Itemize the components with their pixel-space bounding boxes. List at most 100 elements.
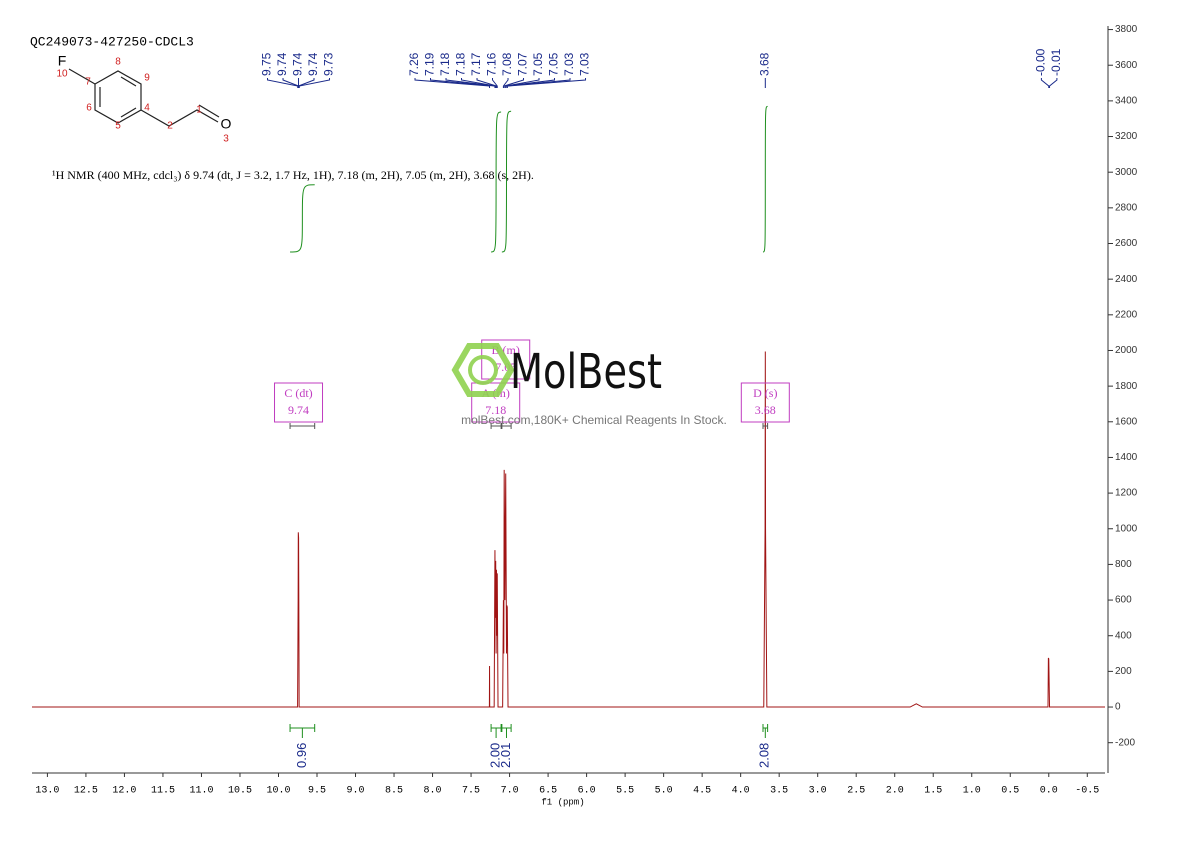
y-tick-label: 3000 bbox=[1115, 167, 1138, 178]
integral-bar bbox=[490, 724, 502, 738]
atom-number: 10 bbox=[56, 69, 68, 80]
atom-number: 4 bbox=[144, 103, 150, 114]
x-tick-label: 1.5 bbox=[924, 786, 942, 797]
peak-connector bbox=[267, 78, 299, 88]
y-tick-label: 1800 bbox=[1115, 381, 1138, 392]
brand: MolBest bbox=[510, 344, 662, 400]
x-tick-label: 10.5 bbox=[228, 786, 252, 797]
peak-connector bbox=[430, 78, 496, 88]
peak-label: 3.68 bbox=[757, 52, 771, 76]
x-tick-label: 4.5 bbox=[693, 786, 711, 797]
integral-bar bbox=[289, 724, 316, 738]
atom-number: 5 bbox=[115, 121, 121, 132]
y-tick-label: 200 bbox=[1115, 666, 1132, 677]
peak-label: 9.73 bbox=[322, 52, 336, 76]
multiplet-shift: 9.74 bbox=[288, 403, 309, 417]
x-tick-label: 11.0 bbox=[189, 786, 213, 797]
x-tick-label: 5.0 bbox=[655, 786, 673, 797]
peak-label: 7.03 bbox=[578, 52, 592, 76]
x-tick-label: 9.0 bbox=[347, 786, 365, 797]
peak-connector bbox=[414, 78, 491, 88]
peak-connector bbox=[502, 78, 509, 88]
x-tick-label: 7.0 bbox=[501, 786, 519, 797]
multiplet-shift: 3.68 bbox=[755, 403, 776, 417]
peak-connector bbox=[1049, 78, 1058, 88]
atom-label: F bbox=[58, 53, 67, 69]
y-tick-label: 2600 bbox=[1115, 238, 1138, 249]
peak-label: 7.05 bbox=[547, 52, 561, 76]
multiplet-box bbox=[740, 382, 790, 423]
chain-bonds bbox=[68, 68, 219, 127]
multiplet-shift: 7.18 bbox=[485, 403, 506, 417]
atom-number: 3 bbox=[223, 134, 229, 145]
integral-label: 2.01 bbox=[498, 743, 513, 768]
multiplet-range bbox=[490, 423, 502, 429]
y-tick-label: 3600 bbox=[1115, 60, 1138, 71]
multiplet-range bbox=[762, 423, 769, 429]
y-tick-label: 3800 bbox=[1115, 24, 1138, 35]
x-tick-label: 8.5 bbox=[385, 786, 403, 797]
peak-label: 7.18 bbox=[454, 52, 468, 76]
integral-bar bbox=[501, 724, 512, 738]
y-tick-label: 3200 bbox=[1115, 131, 1138, 142]
y-tick-label: 2400 bbox=[1115, 274, 1138, 285]
y-tick-label: 2800 bbox=[1115, 202, 1138, 213]
multiplet-box bbox=[274, 382, 324, 423]
y-tick-label: 2200 bbox=[1115, 309, 1138, 320]
atom-number: 2 bbox=[167, 121, 173, 132]
integral-label: 2.00 bbox=[488, 743, 503, 768]
peak-label: 7.03 bbox=[562, 52, 576, 76]
multiplet-box bbox=[471, 382, 521, 423]
atom-number: 8 bbox=[115, 57, 121, 68]
peak-label: 7.07 bbox=[516, 52, 530, 76]
peak-label: 7.16 bbox=[485, 52, 499, 76]
peak-connector bbox=[298, 78, 331, 88]
integral-curve bbox=[501, 110, 512, 253]
y-tick-label: 600 bbox=[1115, 595, 1132, 606]
peak-label: 9.75 bbox=[260, 52, 274, 76]
atom-label: O bbox=[221, 116, 232, 132]
description: ¹H NMR (400 MHz, cdcl₃) δ 9.74 (dt, J = … bbox=[52, 168, 534, 182]
peak-label: 7.05 bbox=[531, 52, 545, 76]
x-tick-label: 6.5 bbox=[539, 786, 557, 797]
y-tick-label: -200 bbox=[1115, 737, 1135, 748]
multiplet-label: D (s) bbox=[753, 386, 777, 400]
y-tick-label: 1200 bbox=[1115, 488, 1138, 499]
peak-connector bbox=[506, 78, 587, 88]
spectrum bbox=[32, 351, 1105, 708]
watermark: MolBest molBest.com,180K+ Chemical Reage… bbox=[451, 343, 727, 427]
ring bbox=[94, 70, 142, 124]
atom-number: 6 bbox=[86, 103, 92, 114]
y-tick-label: 800 bbox=[1115, 559, 1132, 570]
x-tick-label: 9.5 bbox=[308, 786, 326, 797]
logo-hexagon bbox=[451, 343, 515, 397]
carbonyl-double-bond bbox=[198, 104, 220, 118]
peak-connector bbox=[476, 78, 497, 88]
peak-label: 9.74 bbox=[275, 52, 289, 76]
integral-label: 2.08 bbox=[757, 743, 772, 768]
logo-circle bbox=[468, 355, 498, 385]
peak-label: -0.00 bbox=[1034, 48, 1048, 76]
y-tick-label: 1400 bbox=[1115, 452, 1138, 463]
x-tick-label: 6.0 bbox=[578, 786, 596, 797]
peak-connector bbox=[505, 78, 556, 88]
peak-connector bbox=[1040, 78, 1050, 88]
ring-double-bonds bbox=[99, 76, 137, 118]
y-tick-label: 2000 bbox=[1115, 345, 1138, 356]
y-tick-label: 3400 bbox=[1115, 96, 1138, 107]
x-tick-label: 8.0 bbox=[424, 786, 442, 797]
x-tick-label: 11.5 bbox=[151, 786, 175, 797]
x-axis-label: f1 (ppm) bbox=[541, 797, 584, 807]
multiplet-range bbox=[289, 423, 316, 429]
peak-label: 7.19 bbox=[423, 52, 437, 76]
x-tick-label: 0.5 bbox=[1001, 786, 1019, 797]
x-tick-label: -0.5 bbox=[1075, 786, 1099, 797]
integral-curve bbox=[491, 111, 502, 253]
peak-label: -0.01 bbox=[1049, 48, 1063, 76]
x-tick-label: 13.0 bbox=[35, 786, 59, 797]
atom-number: 9 bbox=[144, 73, 150, 84]
structure bbox=[68, 68, 220, 127]
x-tick-label: 4.0 bbox=[732, 786, 750, 797]
